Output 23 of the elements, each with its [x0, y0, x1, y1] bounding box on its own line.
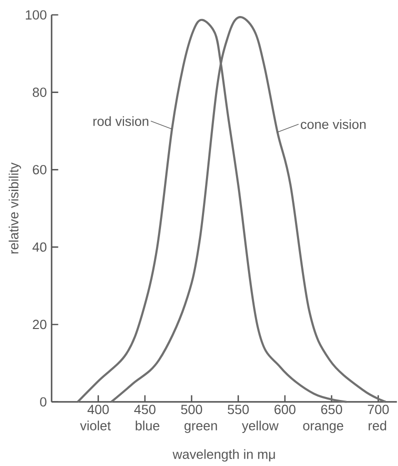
x-tick-label: 400: [88, 404, 109, 414]
x-tick-label: 550: [228, 404, 249, 414]
y-tick-label: 0: [40, 397, 46, 407]
y-tick-label: 80: [32, 88, 46, 97]
x-tick-label: 600: [274, 404, 296, 414]
y-tick-label: 100: [26, 10, 46, 20]
series-label: cone vision: [300, 119, 366, 130]
x-axis-title: wavelength in mμ: [172, 449, 275, 462]
y-axis-title: relative visibility: [8, 162, 22, 254]
y-tick-label: 60: [32, 165, 46, 174]
x-tick-label: 650: [321, 404, 342, 414]
text: red: [368, 420, 386, 430]
text: violet: [80, 420, 111, 430]
y-tick-label: 40: [32, 242, 46, 252]
series-label: rod vision: [93, 116, 148, 126]
x-tick-label: 700: [368, 404, 389, 414]
text: blue: [136, 420, 160, 430]
y-tick-label: 20: [32, 320, 46, 330]
text: green: [184, 423, 217, 433]
text: yellow: [242, 420, 279, 433]
x-tick-label: 450: [134, 404, 156, 414]
x-tick-label: 500: [181, 404, 202, 414]
text: orange: [303, 423, 344, 433]
